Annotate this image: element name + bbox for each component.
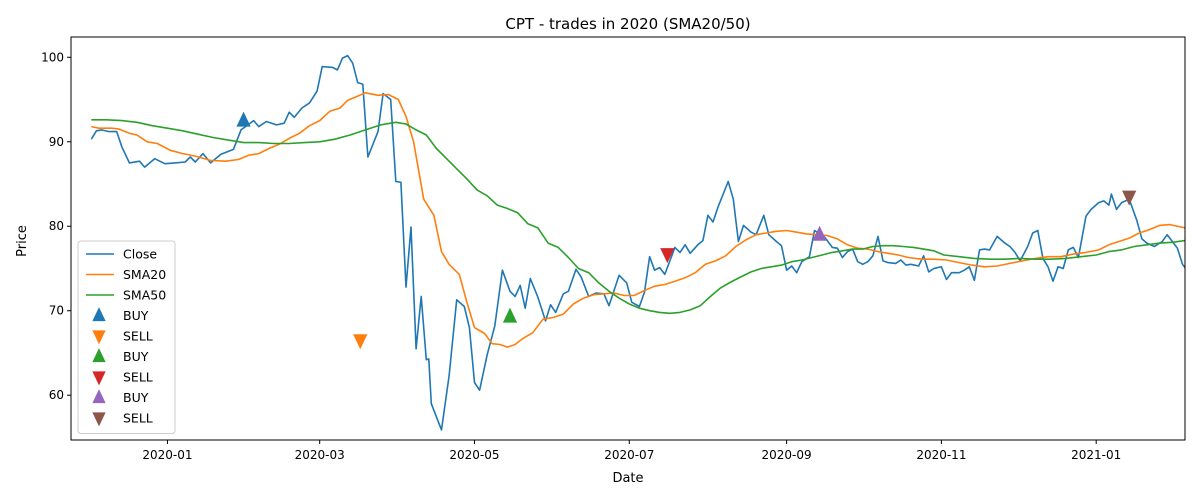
legend-swatch-sell [92,412,106,427]
series-line-sma20 [91,92,1186,348]
legend: Close SMA20 SMA50 BUY SELL BUY SELL BUY SELL [77,240,176,434]
x-axis-title: Date [612,471,643,486]
legend-swatch-buy [92,389,106,404]
y-tick-label: 90 [49,135,64,149]
legend-label: SMA50 [123,288,166,303]
chart-title: CPT - trades in 2020 (SMA20/50) [505,15,750,33]
y-tick-label: 60 [49,388,64,402]
legend-box [77,240,176,434]
legend-label: SMA20 [123,267,166,282]
legend-label: Close [123,247,157,262]
y-axis-ticks: 60 70 80 90 100 [41,50,71,402]
x-tick-label: 2020-11 [916,448,966,462]
legend-label: BUY [123,349,149,364]
series-line-close [90,54,1186,431]
legend-label: SELL [123,411,153,426]
buy-marker-3 [502,307,518,323]
x-tick-label: 2020-05 [449,448,499,462]
x-tick-label: 2020-03 [295,448,345,462]
y-axis-title: Price [15,225,30,257]
sell-marker-6 [1122,190,1137,206]
y-tick-label: 70 [49,304,64,318]
legend-label: SELL [123,329,153,344]
sell-marker-4 [660,248,675,264]
x-tick-label: 2020-09 [762,448,812,462]
legend-swatch-buy [92,307,106,322]
y-tick-label: 100 [41,50,64,64]
legend-swatch-buy [92,348,106,363]
x-tick-label: 2020-07 [604,448,654,462]
buy-marker-5 [812,225,827,241]
trade-markers [236,111,1137,350]
sell-marker-2 [353,334,368,350]
x-tick-label: 2020-01 [142,448,192,462]
series-layer [90,54,1186,431]
series-line-sma50 [91,119,1186,315]
legend-label: SELL [123,370,153,385]
legend-label: BUY [123,308,149,323]
y-tick-label: 80 [49,219,64,233]
x-tick-label: 2021-01 [1071,448,1121,462]
legend-swatch-sell [92,330,106,345]
legend-swatch-sell [92,371,106,386]
buy-marker-1 [236,111,251,127]
plot-frame [70,36,1186,441]
x-axis-ticks: 2020-01 2020-03 2020-05 2020-07 2020-09 2020-… [142,440,1121,462]
legend-label: BUY [123,390,149,405]
